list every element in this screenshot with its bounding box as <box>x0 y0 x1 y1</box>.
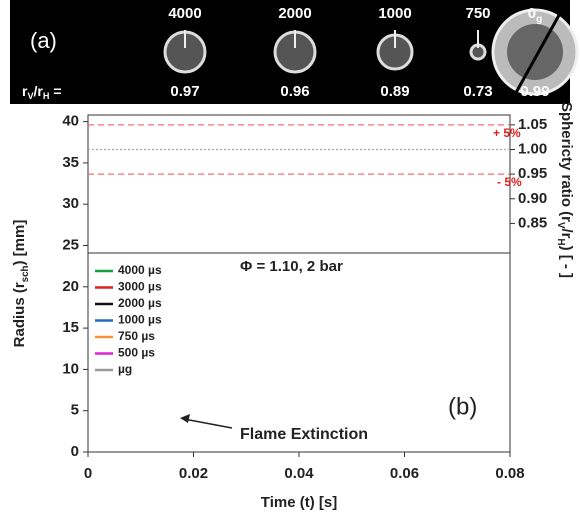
image-label-text: 2000 <box>278 5 311 22</box>
y-axis-label-part: Radius (r <box>11 282 28 347</box>
y2-tick-label: 0.90 <box>518 190 547 207</box>
ratio-value: 0.96 <box>280 83 309 100</box>
annotation: (b) <box>448 393 477 420</box>
ratio-label-part: /r <box>34 83 44 99</box>
y-axis-label-part: ) [mm] <box>11 220 28 266</box>
legend-label: 1000 µs <box>118 313 162 327</box>
ratio-value: 0.73 <box>463 83 492 100</box>
image-label-text: 0 <box>528 5 536 22</box>
x-tick-label: 0.08 <box>495 465 524 482</box>
y-tick-label: 30 <box>62 195 79 212</box>
legend-label: µg <box>118 362 132 376</box>
panel-label: (a) <box>30 28 57 53</box>
y-tick-label: 0 <box>71 443 79 460</box>
image-label: 0g <box>528 5 542 25</box>
y2-axis-label-part: H <box>555 239 566 246</box>
y-axis-label-part: sch <box>20 265 31 282</box>
y2-tick-label: 1.05 <box>518 116 547 133</box>
y-tick-label: 35 <box>62 154 79 171</box>
annotation: - 5% <box>497 175 522 189</box>
ratio-label-part: H <box>43 91 50 101</box>
y2-axis-label-part: V <box>555 222 566 229</box>
arrow-head <box>180 414 190 423</box>
y-tick-label: 10 <box>62 360 79 377</box>
image-label-sub: g <box>536 14 542 25</box>
x-tick-label: 0.02 <box>179 465 208 482</box>
y-tick-label: 15 <box>62 319 79 336</box>
image-label: 1000 <box>378 5 411 22</box>
ratio-label-part: r <box>22 83 28 99</box>
y2-axis-label: Sphericty ratio (rV/rH) [ - ] <box>555 102 575 278</box>
image-label-text: 1000 <box>378 5 411 22</box>
flame-core <box>507 24 563 80</box>
ratio-value: 0.89 <box>380 83 409 100</box>
y2-axis-label-part: ) [ - ] <box>558 246 575 278</box>
x-axis-label: Time (t) [s] <box>261 494 337 511</box>
ratio-value: 0.99 <box>520 83 549 100</box>
y-tick-label: 5 <box>71 402 79 419</box>
annotation: Φ = 1.10, 2 bar <box>240 258 343 275</box>
legend-label: 3000 µs <box>118 280 162 294</box>
image-label-text: 750 <box>465 5 490 22</box>
y2-axis-label-part: /r <box>558 229 575 239</box>
image-label-text: 4000 <box>168 5 201 22</box>
y-tick-label: 25 <box>62 236 79 253</box>
image-label: 4000 <box>168 5 201 22</box>
x-tick-label: 0 <box>84 465 92 482</box>
y-tick-label: 20 <box>62 278 79 295</box>
image-label: 750 <box>465 5 490 22</box>
y2-tick-label: 0.85 <box>518 214 547 231</box>
legend-label: 4000 µs <box>118 263 162 277</box>
x-tick-label: 0.04 <box>284 465 314 482</box>
y-tick-label: 40 <box>62 113 79 130</box>
legend-label: 2000 µs <box>118 296 162 310</box>
ratio-label-part: = <box>49 83 61 99</box>
panel-a: (a) 4000 0.97 2000 0.96 1000 0.89 750 0.73 0g 0.99 <box>30 5 579 100</box>
annotation: Flame Extinction <box>240 426 368 443</box>
ratio-label: rV/rH = <box>22 83 62 102</box>
legend-label: 750 µs <box>118 329 155 343</box>
y-axis-label: Radius (rsch) [mm] <box>11 220 31 348</box>
image-label: 2000 <box>278 5 311 22</box>
y2-tick-label: 1.00 <box>518 140 547 157</box>
legend-label: 500 µs <box>118 346 155 360</box>
flame-wire <box>511 7 565 99</box>
y2-tick-label: 0.95 <box>518 165 547 182</box>
ratio-value: 0.97 <box>170 83 199 100</box>
x-tick-label: 0.06 <box>390 465 419 482</box>
y2-axis-label-part: Sphericty ratio (r <box>558 102 575 222</box>
arrow <box>183 418 233 429</box>
annotation: + 5% <box>493 126 521 140</box>
ratio-label-part: V <box>27 91 33 101</box>
